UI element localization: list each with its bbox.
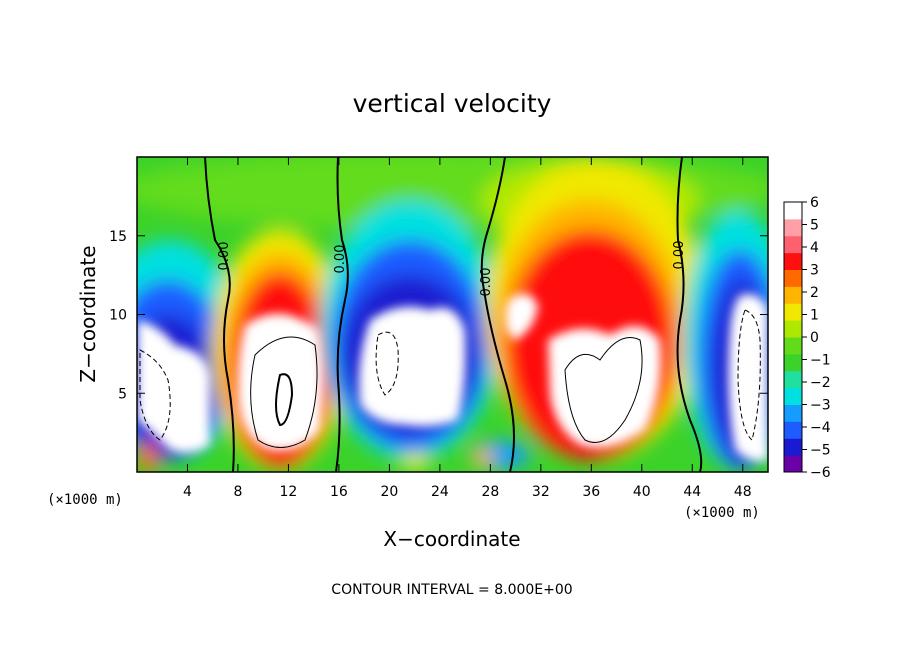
x-unit-left: (×1000 m) (47, 492, 123, 508)
core-right (728, 294, 768, 462)
contour-label-4: 0.00 (672, 241, 687, 270)
contour-label-3: 0.00 (479, 268, 494, 297)
negative-contour-right (737, 309, 761, 441)
x-tick-label: 44 (683, 484, 701, 500)
surface-red-left (138, 442, 158, 472)
core-up2-b (548, 326, 661, 448)
positive-contour-up1 (250, 336, 318, 448)
colorbar-tick-label: −4 (810, 420, 831, 436)
contour-interval-note: CONTOUR INTERVAL = 8.000E+00 (331, 582, 572, 598)
x-tick-label: 16 (330, 484, 348, 500)
core-mid (358, 306, 466, 427)
x-tick-label: 8 (233, 484, 242, 500)
y-tick-label: 15 (109, 229, 127, 245)
colorbar-tick-label: 1 (810, 308, 819, 324)
colorbar-tick-label: −2 (810, 375, 831, 391)
x-tick-label: 20 (380, 484, 398, 500)
colorbar-swatch (784, 286, 802, 304)
contour-label-2: 0.00 (333, 245, 348, 274)
colorbar-tick-label: −6 (810, 465, 831, 481)
core-up1 (237, 313, 323, 451)
zero-contour-1 (204, 157, 235, 472)
negative-contour-mid (375, 331, 399, 396)
x-tick-label: 36 (582, 484, 600, 500)
y-axis-label: Z−coordinate (76, 245, 100, 382)
x-tick-label: 48 (734, 484, 752, 500)
colorbar-swatch (784, 320, 802, 338)
colorbar-swatch (784, 404, 802, 422)
core-up2-a (505, 293, 538, 340)
x-unit-right: (×1000 m) (684, 505, 760, 521)
x-tick-label: 40 (633, 484, 651, 500)
core-left (137, 320, 210, 454)
zero-contour-3 (480, 157, 515, 472)
colorbar-ticks: 6 5 4 3 2 1 0 −1 −2 −3 −4 −5 −6 (802, 195, 831, 481)
colorbar-swatch (784, 387, 802, 405)
negative-contour-left (139, 349, 171, 441)
contour-labels: 0.00 0.00 0.00 0.00 (217, 241, 687, 297)
y-tick-label: 5 (118, 386, 127, 402)
colorbar-tick-label: 6 (810, 195, 819, 211)
heatmap-field (137, 157, 768, 472)
zero-contour-2 (335, 157, 349, 472)
y-axis-ticks: 5 10 15 (109, 229, 768, 402)
positive-contour-up2 (564, 337, 643, 443)
colorbar-swatch (784, 202, 802, 220)
x-tick-label: 32 (532, 484, 550, 500)
colorbar-swatch (784, 438, 802, 456)
chart-title: vertical velocity (353, 89, 552, 118)
zero-contour-4 (676, 157, 703, 472)
colorbar-swatch (784, 421, 802, 439)
surface-yellow-20 (401, 454, 429, 470)
y-tick-label: 10 (109, 308, 127, 324)
x-tick-label: 24 (431, 484, 449, 500)
colorbar-tick-label: 5 (810, 218, 819, 234)
contour-label-1: 0.00 (217, 242, 232, 271)
colorbar-tick-label: 3 (810, 263, 819, 279)
colorbar-tick-label: 2 (810, 285, 819, 301)
colorbar-tick-label: −3 (810, 398, 831, 414)
colorbar-tick-label: −1 (810, 353, 831, 369)
x-axis-label: X−coordinate (383, 527, 520, 551)
positive-contour-up1-inner (275, 373, 294, 427)
colorbar-swatch (784, 303, 802, 321)
surface-orange-28 (472, 448, 492, 468)
colorbar-tick-label: 0 (810, 330, 819, 346)
x-tick-label: 28 (481, 484, 499, 500)
colorbar-swatch (784, 370, 802, 389)
colorbar (783, 201, 803, 473)
colorbar-swatch (784, 218, 802, 237)
colorbar-swatch (784, 235, 802, 254)
colorbar-swatch (784, 353, 802, 372)
x-tick-label: 12 (280, 484, 298, 500)
x-axis-ticks: 4 8 12 16 20 24 28 32 36 40 44 48 (183, 157, 752, 500)
colorbar-swatch (784, 269, 802, 287)
x-tick-label: 4 (183, 484, 192, 500)
colorbar-tick-label: 4 (810, 240, 819, 256)
colorbar-tick-label: −5 (810, 443, 831, 459)
colorbar-swatch (784, 337, 802, 355)
colorbar-swatch (784, 455, 802, 473)
colorbar-swatch (784, 252, 802, 270)
